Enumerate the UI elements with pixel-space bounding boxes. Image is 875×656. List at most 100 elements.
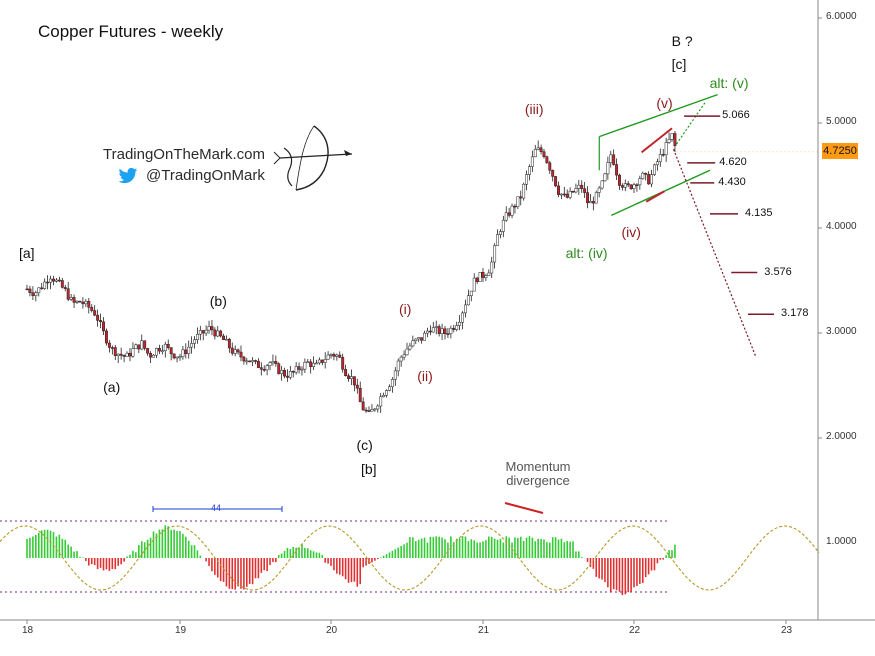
candle-body — [455, 325, 459, 330]
candle-body — [306, 361, 310, 364]
candle-body — [609, 154, 613, 163]
candle-body — [303, 362, 307, 370]
candle-body — [259, 367, 263, 370]
candle-body — [647, 174, 651, 185]
cycle-length-label: 44 — [211, 503, 222, 513]
candle-body — [638, 178, 642, 186]
candle-body — [326, 354, 330, 360]
candle-body — [571, 190, 575, 193]
candle-body — [393, 370, 397, 380]
candle-body — [478, 272, 482, 282]
candle-body — [96, 314, 100, 321]
wave-label: (iv) — [621, 224, 641, 241]
candle-body — [254, 360, 257, 362]
candle-body — [591, 200, 595, 204]
candle-body — [428, 330, 432, 333]
candle-body — [528, 166, 531, 175]
candle-body — [137, 344, 141, 350]
candle-body — [355, 384, 359, 389]
candle-body — [236, 349, 240, 353]
candle-body — [612, 154, 616, 165]
candle-body — [84, 301, 88, 305]
candle-body — [364, 409, 368, 412]
wave-label: alt: (iv) — [565, 245, 608, 262]
archer-logo-icon — [273, 125, 353, 191]
candle-body — [233, 349, 237, 354]
candle-body — [225, 338, 228, 341]
candle-body — [216, 330, 220, 337]
candle-body — [198, 330, 202, 335]
momentum-label: Momentum divergence — [505, 459, 571, 488]
candle-body — [63, 287, 67, 289]
candle-body — [213, 329, 217, 337]
candle-body — [600, 180, 604, 189]
candle-body — [390, 379, 394, 387]
candle-body — [160, 350, 164, 352]
candle-body — [519, 196, 523, 199]
candle-body — [157, 348, 161, 352]
candle-body — [297, 366, 301, 370]
candle-body — [554, 176, 558, 187]
wedge-line — [640, 127, 673, 154]
candle-body — [632, 184, 636, 189]
candle-body — [431, 327, 435, 333]
candle-body — [166, 343, 170, 348]
candle-body — [248, 360, 252, 363]
candle-body — [312, 362, 316, 367]
candle-body — [522, 183, 526, 199]
wave-label: (a) — [103, 378, 121, 395]
candle-body — [245, 360, 249, 363]
candle-body — [443, 328, 447, 334]
candle-body — [175, 356, 179, 359]
candle-body — [562, 193, 566, 196]
candle-body — [414, 338, 418, 341]
candle-body — [222, 335, 226, 340]
wave-label: (v) — [656, 95, 673, 112]
candle-body — [615, 164, 619, 176]
candle-body — [104, 330, 108, 344]
candle-body — [673, 133, 677, 146]
candle-body — [93, 310, 97, 316]
candle-body — [60, 280, 64, 288]
candle-body — [420, 337, 424, 341]
candle-body — [449, 327, 453, 335]
candle-body — [49, 278, 52, 283]
wave-label: B ? — [671, 33, 693, 50]
candle-body — [184, 349, 188, 354]
candle-body — [516, 196, 520, 207]
wave-label: (i) — [399, 300, 412, 317]
candle-body — [54, 279, 58, 282]
candle-body — [376, 405, 380, 410]
candle-body — [110, 347, 114, 349]
candle-body — [469, 290, 473, 296]
candle-body — [542, 151, 546, 157]
candle-body — [623, 183, 627, 188]
candle-body — [277, 363, 281, 374]
price-level-label: 4.135 — [745, 206, 773, 219]
price-level-label: 4.620 — [719, 155, 747, 168]
twitter-icon — [118, 167, 138, 184]
candle-body — [498, 231, 502, 235]
candle-body — [440, 328, 444, 334]
candle-body — [187, 346, 191, 354]
y-tick-label: 6.0000 — [826, 11, 857, 22]
candle-body — [658, 154, 662, 163]
candle-body — [423, 332, 426, 341]
osc-y-tick-label: 1.0000 — [826, 536, 857, 547]
candle-body — [37, 287, 41, 293]
wave-label: (ii) — [417, 368, 433, 385]
candle-body — [119, 353, 123, 356]
candle-body — [169, 347, 173, 355]
candle-body — [402, 354, 406, 358]
candle-body — [87, 301, 91, 308]
y-tick-label: 5.0000 — [826, 116, 857, 127]
candle-body — [513, 205, 517, 208]
candle-body — [155, 348, 158, 356]
candle-body — [417, 337, 421, 340]
candle-body — [536, 147, 540, 150]
candle-body — [113, 347, 117, 356]
candle-body — [125, 352, 129, 357]
candle-body — [504, 212, 508, 221]
current-price-tag: 4.7250 — [822, 143, 858, 159]
candle-body — [227, 338, 231, 349]
